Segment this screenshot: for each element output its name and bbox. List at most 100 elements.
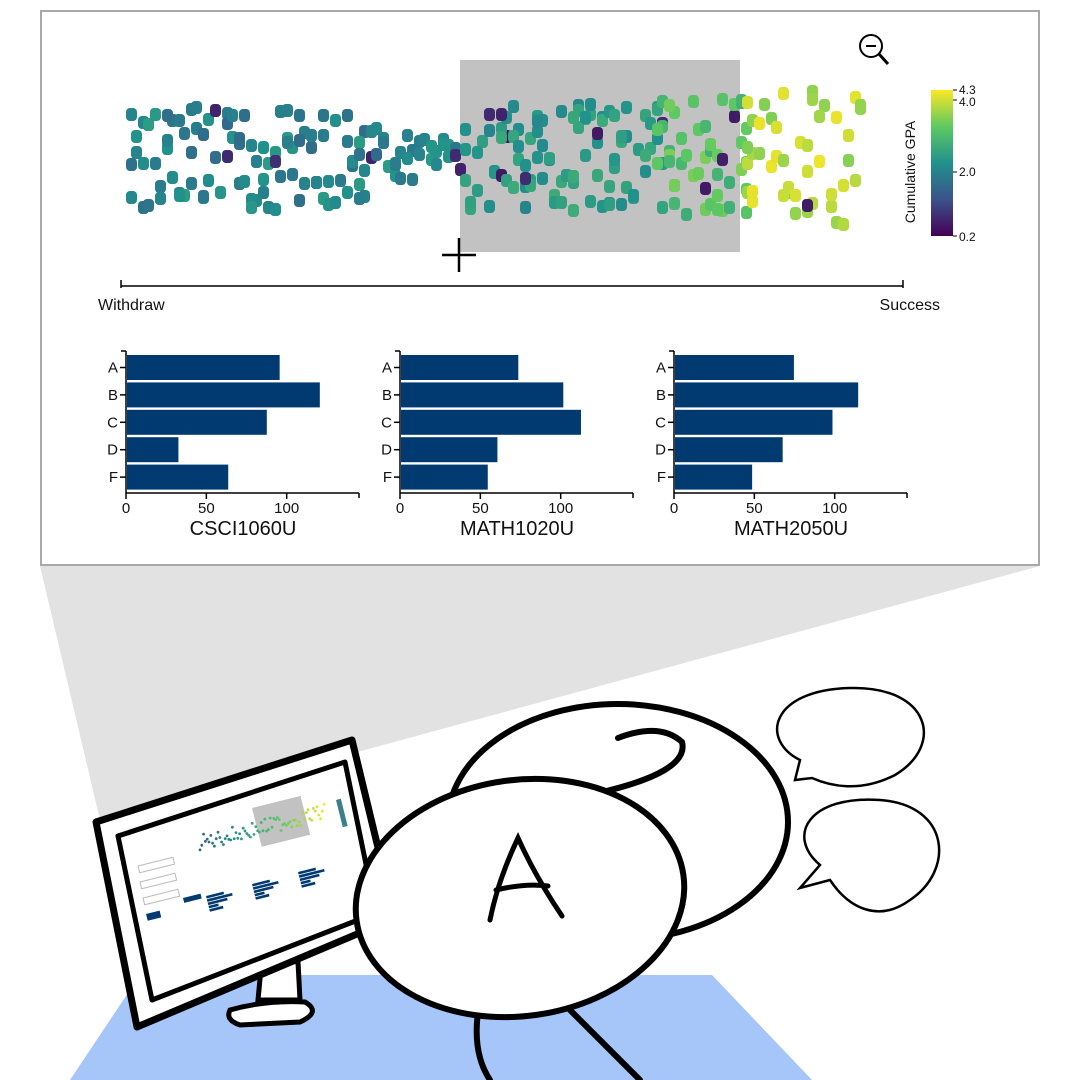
student-dot[interactable] bbox=[126, 191, 137, 204]
grade-bar-b[interactable] bbox=[675, 382, 859, 408]
student-dot[interactable] bbox=[299, 177, 310, 190]
student-dot[interactable] bbox=[414, 148, 425, 161]
student-dot[interactable] bbox=[131, 130, 142, 143]
student-dot[interactable] bbox=[843, 129, 854, 142]
student-dot[interactable] bbox=[390, 157, 401, 170]
grade-bar-c[interactable] bbox=[401, 409, 581, 435]
student-dot[interactable] bbox=[311, 176, 322, 189]
student-dot[interactable] bbox=[585, 195, 596, 208]
student-dot[interactable] bbox=[275, 170, 286, 183]
student-dot[interactable] bbox=[484, 124, 495, 137]
student-dot[interactable] bbox=[472, 184, 483, 197]
student-dot[interactable] bbox=[402, 129, 413, 142]
student-dot[interactable] bbox=[802, 165, 813, 178]
student-dot[interactable] bbox=[604, 198, 615, 211]
student-dot[interactable] bbox=[460, 143, 471, 156]
grade-bar-d[interactable] bbox=[401, 437, 498, 463]
student-dot[interactable] bbox=[258, 186, 269, 199]
student-dot[interactable] bbox=[342, 186, 353, 199]
student-dot[interactable] bbox=[198, 128, 209, 141]
student-dot[interactable] bbox=[669, 179, 680, 192]
student-dot[interactable] bbox=[742, 141, 753, 154]
student-dot[interactable] bbox=[717, 93, 728, 106]
student-dot[interactable] bbox=[819, 99, 830, 112]
student-dot[interactable] bbox=[807, 93, 818, 106]
student-dot[interactable] bbox=[712, 168, 723, 181]
student-dot[interactable] bbox=[186, 177, 197, 190]
student-dot[interactable] bbox=[681, 208, 692, 221]
student-dot[interactable] bbox=[693, 167, 704, 180]
grade-bar-d[interactable] bbox=[127, 437, 179, 463]
student-dot[interactable] bbox=[850, 174, 861, 187]
beeswarm-plot[interactable] bbox=[126, 85, 866, 231]
student-dot[interactable] bbox=[306, 141, 317, 154]
student-dot[interactable] bbox=[359, 164, 370, 177]
student-dot[interactable] bbox=[294, 194, 305, 207]
student-dot[interactable] bbox=[294, 134, 305, 147]
student-dot[interactable] bbox=[628, 189, 639, 202]
student-dot[interactable] bbox=[318, 129, 329, 142]
student-dot[interactable] bbox=[227, 109, 238, 122]
student-dot[interactable] bbox=[766, 160, 777, 173]
student-dot[interactable] bbox=[126, 158, 137, 171]
student-dot[interactable] bbox=[496, 108, 507, 121]
student-dot[interactable] bbox=[573, 121, 584, 134]
student-dot[interactable] bbox=[484, 108, 495, 121]
grade-bar-c[interactable] bbox=[127, 409, 267, 435]
student-dot[interactable] bbox=[354, 148, 365, 161]
student-dot[interactable] bbox=[354, 178, 365, 191]
student-dot[interactable] bbox=[465, 196, 476, 209]
student-dot[interactable] bbox=[198, 190, 209, 203]
student-dot[interactable] bbox=[460, 174, 471, 187]
student-dot[interactable] bbox=[754, 117, 765, 130]
grade-bar-d[interactable] bbox=[675, 437, 783, 463]
student-dot[interactable] bbox=[186, 146, 197, 159]
student-dot[interactable] bbox=[203, 113, 214, 126]
student-dot[interactable] bbox=[712, 189, 723, 202]
student-dot[interactable] bbox=[616, 130, 627, 143]
student-dot[interactable] bbox=[537, 139, 548, 152]
student-dot[interactable] bbox=[640, 165, 651, 178]
student-dot[interactable] bbox=[592, 127, 603, 140]
student-dot[interactable] bbox=[126, 108, 137, 121]
student-dot[interactable] bbox=[150, 108, 161, 121]
student-dot[interactable] bbox=[323, 175, 334, 188]
student-dot[interactable] bbox=[609, 153, 620, 166]
student-dot[interactable] bbox=[790, 207, 801, 220]
student-dot[interactable] bbox=[210, 104, 221, 117]
student-dot[interactable] bbox=[664, 99, 675, 112]
grade-bar-a[interactable] bbox=[675, 355, 794, 380]
student-dot[interactable] bbox=[251, 155, 262, 168]
student-dot[interactable] bbox=[826, 188, 837, 201]
student-dot[interactable] bbox=[843, 154, 854, 167]
grade-bar-a[interactable] bbox=[127, 355, 280, 380]
student-dot[interactable] bbox=[652, 123, 663, 136]
student-dot[interactable] bbox=[814, 110, 825, 123]
student-dot[interactable] bbox=[203, 174, 214, 187]
student-dot[interactable] bbox=[460, 123, 471, 136]
student-dot[interactable] bbox=[472, 146, 483, 159]
student-dot[interactable] bbox=[131, 146, 142, 159]
student-dot[interactable] bbox=[354, 192, 365, 205]
grade-bar-a[interactable] bbox=[401, 355, 519, 380]
student-dot[interactable] bbox=[395, 172, 406, 185]
student-dot[interactable] bbox=[778, 189, 789, 202]
student-dot[interactable] bbox=[335, 174, 346, 187]
student-dot[interactable] bbox=[174, 114, 185, 127]
student-dot[interactable] bbox=[681, 149, 692, 162]
student-dot[interactable] bbox=[759, 98, 770, 111]
student-dot[interactable] bbox=[597, 114, 608, 127]
student-dot[interactable] bbox=[162, 109, 173, 122]
student-dot[interactable] bbox=[484, 200, 495, 213]
student-dot[interactable] bbox=[438, 138, 449, 151]
student-dot[interactable] bbox=[210, 151, 221, 164]
student-dot[interactable] bbox=[790, 189, 801, 202]
student-dot[interactable] bbox=[754, 147, 765, 160]
student-dot[interactable] bbox=[724, 176, 735, 189]
student-dot[interactable] bbox=[455, 163, 466, 176]
grade-bar-f[interactable] bbox=[675, 464, 753, 490]
student-dot[interactable] bbox=[838, 179, 849, 192]
student-dot[interactable] bbox=[676, 132, 687, 145]
student-dot[interactable] bbox=[802, 199, 813, 212]
student-dot[interactable] bbox=[669, 197, 680, 210]
